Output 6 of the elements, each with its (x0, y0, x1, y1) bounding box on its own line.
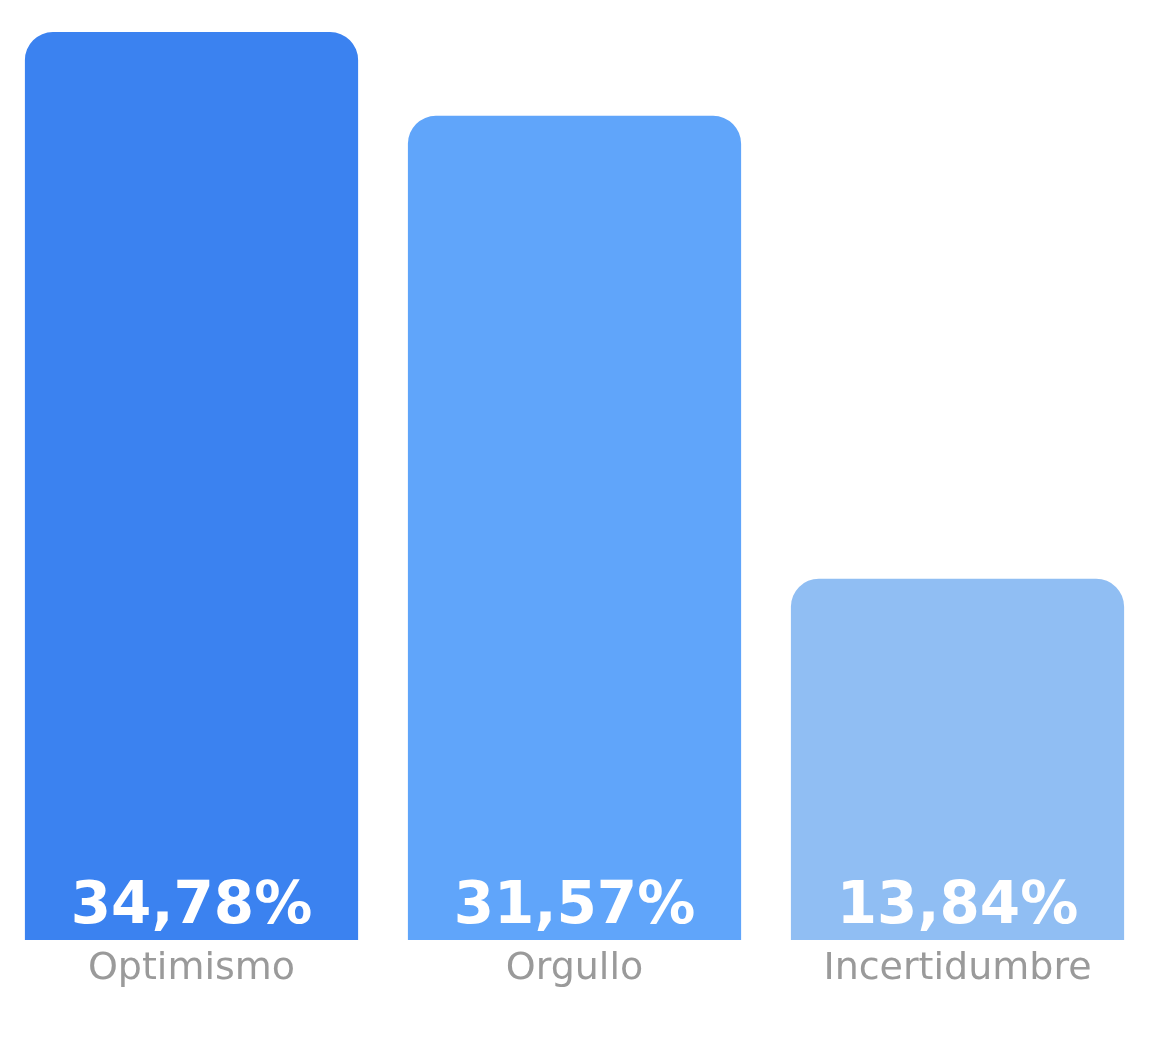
x-tick-label: Incertidumbre (823, 944, 1092, 988)
data-label: 13,84% (836, 869, 1079, 937)
x-tick-label: Optimismo (87, 944, 296, 988)
data-label: 31,57% (453, 869, 696, 937)
x-tick-label: Orgullo (505, 944, 644, 988)
data-label: 34,78% (70, 869, 313, 937)
